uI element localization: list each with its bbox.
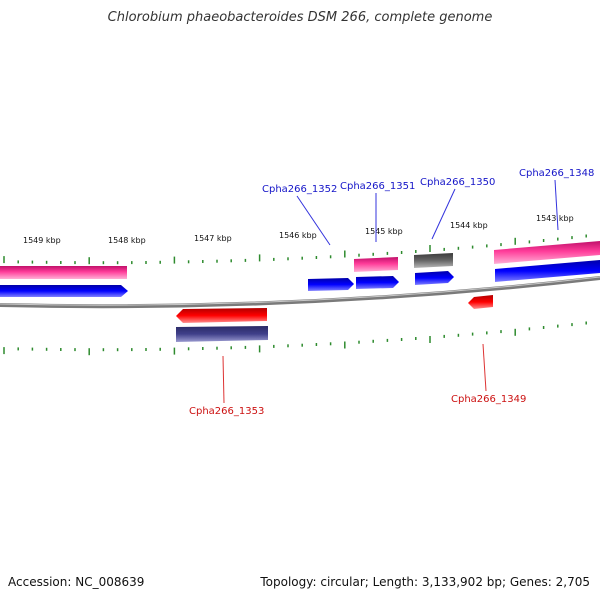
gene-feature[interactable] <box>494 241 600 264</box>
label-connector <box>482 343 487 392</box>
gene-label-forward[interactable]: Cpha266_1350 <box>420 177 495 188</box>
gene-feature[interactable] <box>414 253 453 268</box>
forward-tick-marks <box>3 234 587 265</box>
genome-backbone-highlight <box>0 276 600 306</box>
label-connector <box>554 179 559 231</box>
genome-backbone <box>0 276 600 309</box>
tick-label: 1549 kbp <box>23 236 61 245</box>
page-title: Chlorobium phaeobacteroides DSM 266, com… <box>107 10 493 25</box>
gene-feature[interactable] <box>356 276 399 289</box>
gene-label-reverse[interactable]: Cpha266_1353 <box>189 406 264 417</box>
label-connector <box>222 355 225 404</box>
gene-feature[interactable] <box>495 260 600 282</box>
label-connector <box>296 195 331 246</box>
tick-label: 1545 kbp <box>365 227 403 236</box>
accession-text: Accession: NC_008639 <box>8 575 145 589</box>
label-connector <box>431 188 456 240</box>
gene-label-forward[interactable]: Cpha266_1352 <box>262 184 337 195</box>
gene-feature[interactable] <box>308 278 354 291</box>
gene-feature[interactable] <box>176 326 268 342</box>
gene-label-forward[interactable]: Cpha266_1351 <box>340 181 415 192</box>
tick-label: 1546 kbp <box>279 231 317 240</box>
gene-feature[interactable] <box>0 266 127 279</box>
gene-feature[interactable] <box>354 257 398 272</box>
gene-feature[interactable] <box>176 308 267 323</box>
genome-stats-text: Topology: circular; Length: 3,133,902 bp… <box>260 575 590 589</box>
reverse-tick-marks <box>3 321 587 356</box>
tick-label: 1544 kbp <box>450 221 488 230</box>
gene-feature[interactable] <box>415 271 454 285</box>
tick-label: 1543 kbp <box>536 214 574 223</box>
gene-label-reverse[interactable]: Cpha266_1349 <box>451 394 526 405</box>
tick-label: 1547 kbp <box>194 234 232 243</box>
gene-feature[interactable] <box>0 285 128 297</box>
gene-feature[interactable] <box>468 295 493 309</box>
gene-label-forward[interactable]: Cpha266_1348 <box>519 168 594 179</box>
tick-label: 1548 kbp <box>108 236 146 245</box>
